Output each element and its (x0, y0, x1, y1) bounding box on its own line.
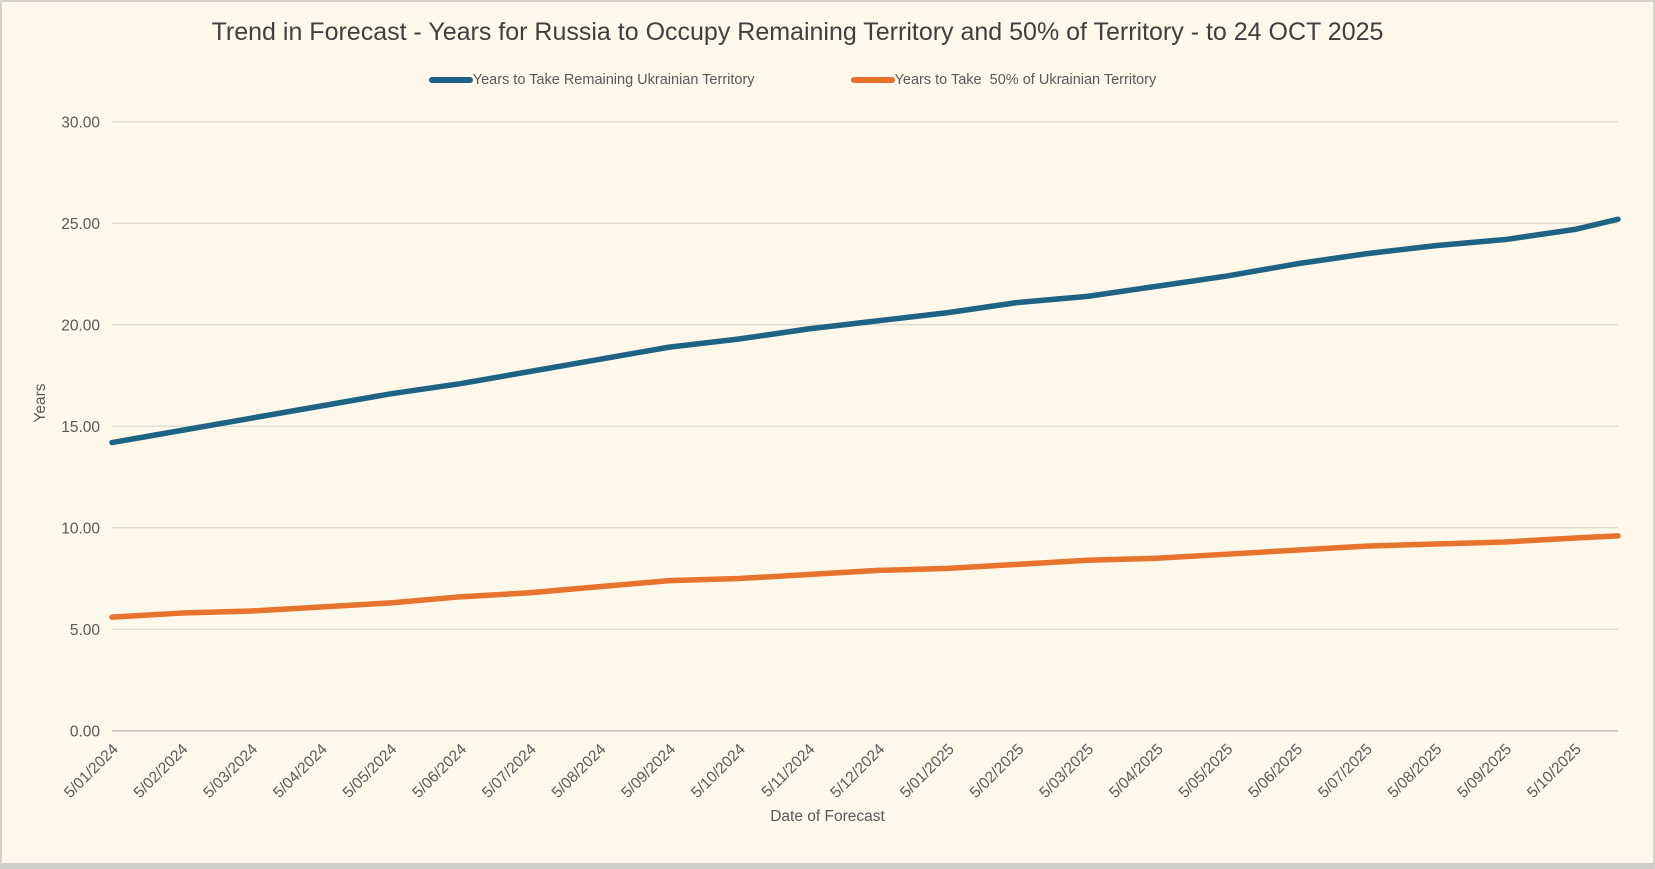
legend-line-swatch-orange (850, 77, 895, 83)
x-tick-label: 5/07/2024 (479, 741, 540, 802)
x-tick-label: 5/01/2024 (61, 741, 122, 802)
x-tick-label: 5/11/2024 (759, 741, 819, 801)
legend-item-remaining-territory: Years to Take Remaining Ukrainian Territ… (428, 72, 755, 88)
y-tick-label: 15.00 (61, 419, 100, 436)
x-tick-label: 5/03/2025 (1036, 741, 1097, 802)
legend-item-50pct-territory: Years to Take 50% of Ukrainian Territory (850, 72, 1157, 88)
series-line-0 (109, 216, 1621, 446)
x-tick-label: 5/05/2024 (340, 741, 401, 802)
x-tick-label: 5/03/2024 (200, 741, 261, 802)
series-line-1 (109, 533, 1621, 620)
x-tick-label: 5/12/2024 (827, 741, 888, 802)
x-axis-title: Date of Forecast (770, 808, 885, 825)
x-tick-label: 5/10/2025 (1524, 741, 1585, 802)
legend-line-swatch-blue (428, 77, 473, 83)
x-tick-label: 5/09/2024 (618, 741, 679, 802)
y-tick-label: 10.00 (61, 520, 100, 537)
y-axis-title: Years (32, 383, 49, 423)
x-tick-label: 5/01/2025 (897, 741, 958, 802)
x-tick-label: 5/08/2025 (1385, 741, 1446, 802)
x-tick-label: 5/07/2025 (1315, 741, 1376, 802)
x-tick-label: 5/02/2024 (131, 741, 192, 802)
x-tick-label: 5/08/2024 (549, 741, 610, 802)
y-tick-label: 0.00 (70, 723, 101, 740)
y-tick-label: 20.00 (61, 317, 100, 334)
y-tick-label: 5.00 (70, 622, 101, 639)
x-tick-label: 5/04/2025 (1106, 741, 1167, 802)
x-tick-label: 5/09/2025 (1454, 741, 1515, 802)
legend-label-50pct-territory: Years to Take 50% of Ukrainian Territory (894, 72, 1157, 88)
x-tick-label: 5/10/2024 (688, 741, 749, 802)
x-tick-label: 5/02/2025 (967, 741, 1028, 802)
y-tick-label: 25.00 (61, 216, 100, 233)
x-tick-label: 5/04/2024 (270, 741, 331, 802)
x-tick-label: 5/05/2025 (1176, 741, 1237, 802)
chart-title: Trend in Forecast - Years for Russia to … (211, 18, 1384, 46)
y-tick-label: 30.00 (61, 114, 100, 131)
x-tick-label: 5/06/2024 (409, 741, 470, 802)
legend: Years to Take Remaining Ukrainian Territ… (2, 72, 1583, 88)
x-tick-label: 5/06/2025 (1245, 741, 1306, 802)
legend-label-remaining-territory: Years to Take Remaining Ukrainian Territ… (472, 72, 755, 88)
